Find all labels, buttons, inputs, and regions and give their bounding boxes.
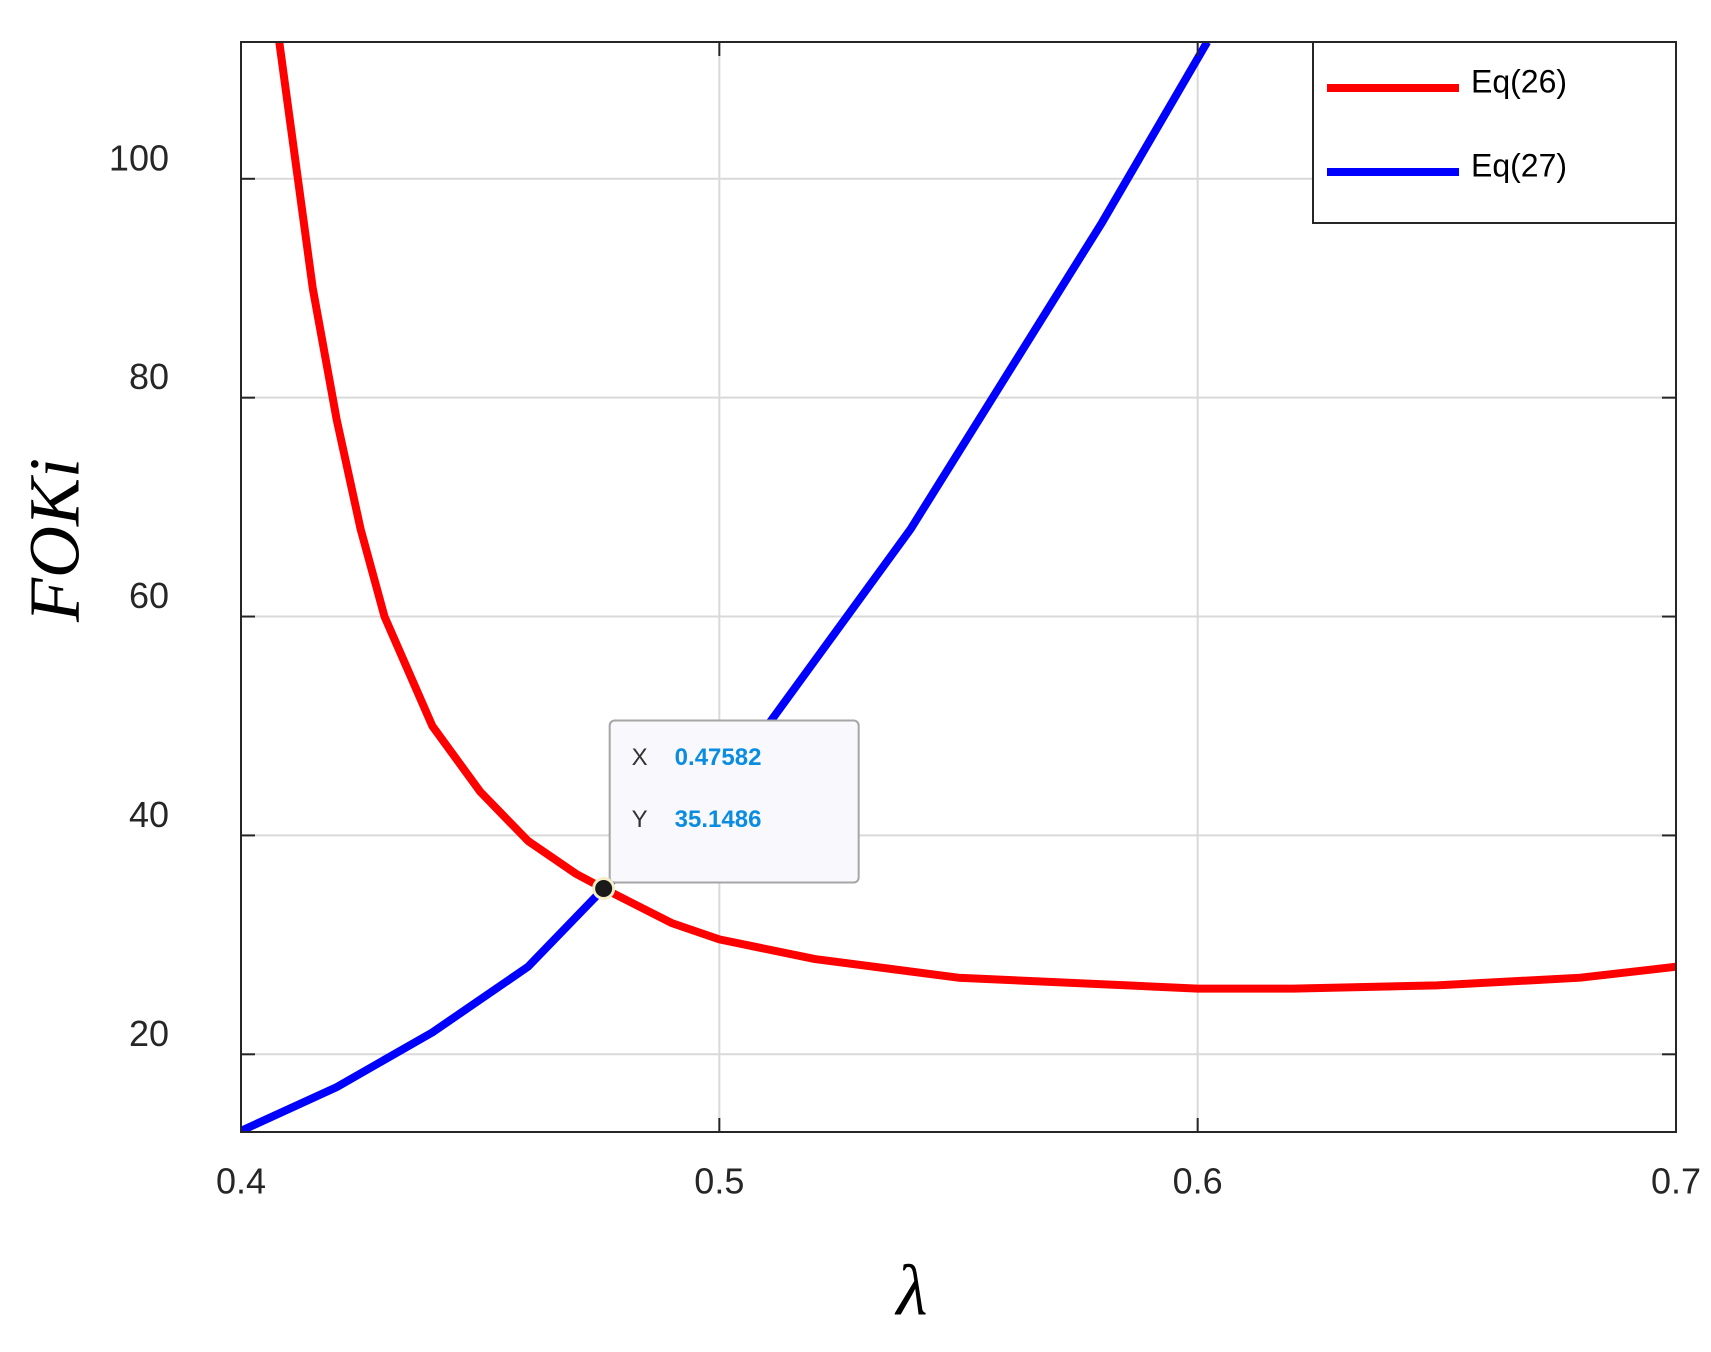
- x-tick-label: 0.4: [216, 1161, 266, 1202]
- datatip: X 0.47582 Y 35.1486: [592, 719, 860, 901]
- legend-box: [1312, 41, 1677, 224]
- y-tick-label: 20: [129, 1013, 169, 1054]
- y-tick-label: 40: [129, 794, 169, 835]
- legend-label: Eq(26): [1471, 63, 1567, 99]
- x-tick-label: 0.7: [1651, 1161, 1701, 1202]
- ticks: 0.4 0.5 0.6 0.7 20 40 60 80 100: [109, 42, 1701, 1202]
- datatip-x-key: X: [632, 744, 648, 771]
- x-tick-label: 0.5: [694, 1161, 744, 1202]
- x-axis-label: λ: [894, 1251, 927, 1331]
- datatip-y-key: Y: [632, 806, 648, 833]
- x-tick-label: 0.6: [1173, 1161, 1223, 1202]
- y-tick-label: 80: [129, 356, 169, 397]
- y-axis-label: FOKi: [15, 458, 95, 623]
- axes-box: [240, 41, 1677, 1133]
- y-tick-label: 100: [109, 137, 169, 178]
- legend-label: Eq(27): [1471, 147, 1567, 183]
- datatip-x-value: 0.47582: [675, 744, 762, 771]
- legend: Eq(26) Eq(27): [1312, 41, 1677, 224]
- datatip-box: [608, 719, 860, 884]
- datatip-y-value: 35.1486: [675, 806, 762, 833]
- datatip-marker: [592, 877, 616, 901]
- y-tick-label: 60: [129, 575, 169, 616]
